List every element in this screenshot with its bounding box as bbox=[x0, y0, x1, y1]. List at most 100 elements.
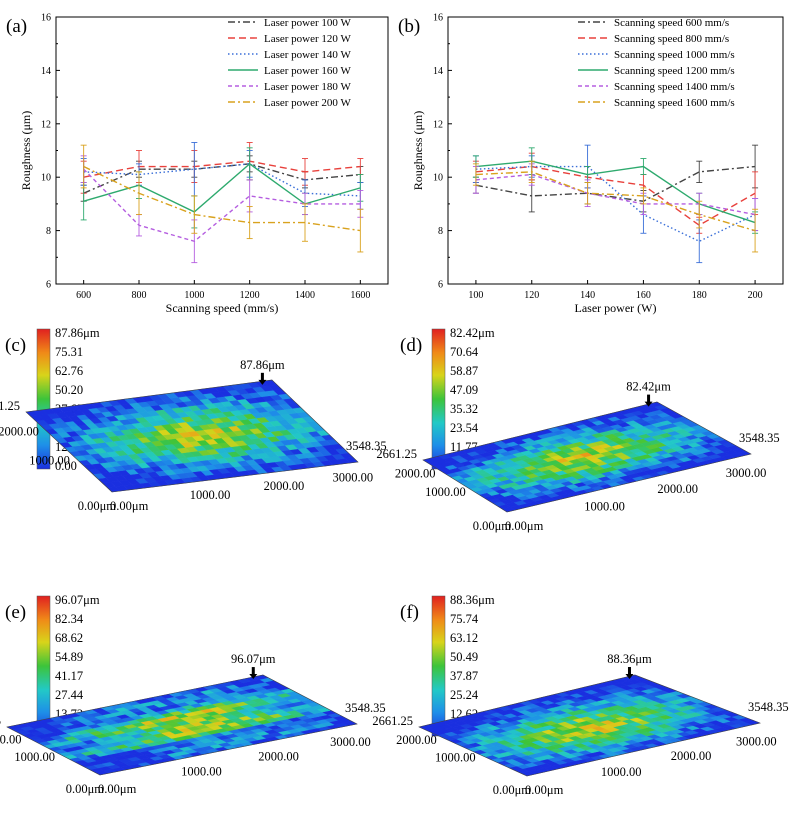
legend-entry: Laser power 100 W bbox=[264, 17, 351, 29]
x-tick-label: 200 bbox=[748, 290, 763, 301]
y-axis-tick-label: 1000.00 bbox=[435, 750, 476, 764]
peak-marker bbox=[249, 667, 258, 680]
peak-arrow-shaft bbox=[260, 372, 264, 381]
x-axis-tick-label: 0.00μm bbox=[525, 783, 564, 797]
y-axis-tick-label: 2000.00 bbox=[395, 466, 436, 480]
y-axis-tick-label: 2661.25 bbox=[376, 447, 417, 461]
surface-outline bbox=[25, 379, 359, 493]
x-axis-tick-label: 3548.35 bbox=[748, 700, 789, 714]
x-axis-tick-label: 2000.00 bbox=[671, 749, 712, 763]
colorbar-tick-label: 62.76 bbox=[55, 364, 83, 378]
colorbar-tick-label: 47.09 bbox=[450, 383, 478, 397]
series-line bbox=[83, 162, 361, 213]
series-line bbox=[475, 165, 756, 227]
colorbar-tick-label: 27.44 bbox=[55, 688, 84, 702]
colorbar-tick-label: 75.74 bbox=[450, 612, 479, 626]
peak-label: 88.36μm bbox=[607, 652, 652, 666]
y-axis-tick-label: 0.00μm bbox=[473, 519, 512, 533]
y-tick-label: 10 bbox=[41, 173, 51, 184]
legend-entry: Scanning speed 1400 mm/s bbox=[614, 81, 735, 93]
series-5 bbox=[472, 160, 759, 253]
x-axis-tick-label: 3000.00 bbox=[332, 471, 373, 485]
colorbar-tick-label: 50.20 bbox=[55, 383, 83, 397]
series-1 bbox=[80, 142, 364, 194]
x-axis-tick-label: 0.00μm bbox=[505, 519, 544, 533]
x-axis-tick-label: 2000.00 bbox=[657, 482, 698, 496]
series-line bbox=[83, 163, 361, 197]
x-axis-tick-label: 3000.00 bbox=[726, 466, 767, 480]
x-axis-tick-label: 2000.00 bbox=[258, 749, 299, 763]
y-axis-tick-label: 0.00μm bbox=[78, 499, 117, 513]
colorbar bbox=[36, 595, 51, 737]
panel-label: (f) bbox=[400, 602, 419, 623]
series-3 bbox=[80, 147, 364, 229]
colorbar-tick-label: 41.17 bbox=[55, 669, 83, 683]
legend-entry: Scanning speed 1600 mm/s bbox=[614, 97, 735, 109]
colorbar-tick-label: 25.24 bbox=[450, 688, 479, 702]
x-tick-label: 180 bbox=[692, 290, 707, 301]
x-tick-label: 1600 bbox=[350, 290, 370, 301]
y-axis-tick-label: 0.00μm bbox=[493, 783, 532, 797]
y-axis-tick-label: 2000.00 bbox=[0, 733, 21, 747]
colorbar bbox=[431, 328, 446, 470]
y-tick-label: 14 bbox=[433, 66, 443, 77]
x-axis-tick-label: 3548.35 bbox=[345, 701, 386, 715]
peak-marker bbox=[625, 667, 634, 680]
y-axis-label: Roughness (μm) bbox=[19, 111, 33, 190]
x-axis-tick-label: 0.00μm bbox=[110, 499, 149, 513]
x-axis-tick-label: 1000.00 bbox=[181, 765, 222, 779]
surface-outline bbox=[418, 674, 762, 777]
y-tick-label: 6 bbox=[46, 280, 51, 291]
peak-marker bbox=[644, 394, 653, 407]
colorbar-tick-label: 0.00 bbox=[55, 459, 77, 473]
colorbar-tick-label: 63.12 bbox=[450, 631, 478, 645]
surface-panel-0: (c)87.86μm75.3162.7650.2037.6525.1012.55… bbox=[0, 326, 387, 513]
colorbar-tick-label: 54.89 bbox=[55, 650, 83, 664]
peak-arrow-shaft bbox=[647, 394, 651, 403]
colorbar bbox=[36, 328, 51, 470]
y-axis-tick-label: 2661.25 bbox=[0, 399, 20, 413]
colorbar-tick-label: 68.62 bbox=[55, 631, 83, 645]
colorbar-tick-label: 23.54 bbox=[450, 421, 479, 435]
panel-label: (e) bbox=[5, 602, 26, 623]
x-axis-tick-label: 3548.35 bbox=[739, 431, 780, 445]
series-line bbox=[475, 160, 756, 224]
colorbar-tick-label: 82.42μm bbox=[450, 326, 495, 340]
panel-label: (d) bbox=[400, 335, 422, 356]
x-tick-label: 160 bbox=[636, 290, 651, 301]
series-line bbox=[475, 165, 756, 202]
colorbar-tick-label: 70.64 bbox=[450, 345, 479, 359]
panel-label: (a) bbox=[6, 16, 27, 37]
x-axis-tick-label: 3548.35 bbox=[346, 439, 387, 453]
x-tick-label: 800 bbox=[132, 290, 147, 301]
peak-arrow-head bbox=[644, 401, 653, 407]
y-tick-label: 16 bbox=[41, 13, 51, 24]
y-tick-label: 8 bbox=[438, 226, 443, 237]
x-axis-tick-label: 0.00μm bbox=[98, 782, 137, 796]
x-axis-label: Laser power (W) bbox=[575, 301, 657, 315]
colorbar-tick-label: 37.87 bbox=[450, 669, 478, 683]
surface-panel-3: (f)88.36μm75.7463.1250.4937.8725.2412.62… bbox=[372, 593, 788, 797]
y-tick-label: 12 bbox=[433, 119, 443, 130]
x-tick-label: 1000 bbox=[184, 290, 204, 301]
colorbar-tick-label: 35.32 bbox=[450, 402, 478, 416]
legend-entry: Laser power 160 W bbox=[264, 65, 351, 77]
x-axis-tick-label: 1000.00 bbox=[190, 488, 231, 502]
colorbar-tick-label: 50.49 bbox=[450, 650, 478, 664]
y-axis-label: Roughness (μm) bbox=[411, 111, 425, 190]
x-tick-label: 600 bbox=[76, 290, 91, 301]
colorbar-tick-label: 96.07μm bbox=[55, 593, 100, 607]
peak-arrow-shaft bbox=[627, 667, 631, 676]
peak-label: 87.86μm bbox=[240, 358, 285, 372]
legend-entry: Laser power 120 W bbox=[264, 33, 351, 45]
surface-map bbox=[422, 401, 752, 513]
x-tick-label: 140 bbox=[580, 290, 595, 301]
x-tick-label: 1200 bbox=[240, 290, 260, 301]
y-axis-tick-label: 2000.00 bbox=[0, 425, 39, 439]
x-tick-label: 100 bbox=[468, 290, 483, 301]
peak-arrow-shaft bbox=[251, 667, 255, 676]
series-line bbox=[83, 160, 361, 178]
series-line bbox=[83, 168, 361, 243]
colorbar-tick-label: 58.87 bbox=[450, 364, 478, 378]
y-axis-tick-label: 1000.00 bbox=[425, 485, 466, 499]
